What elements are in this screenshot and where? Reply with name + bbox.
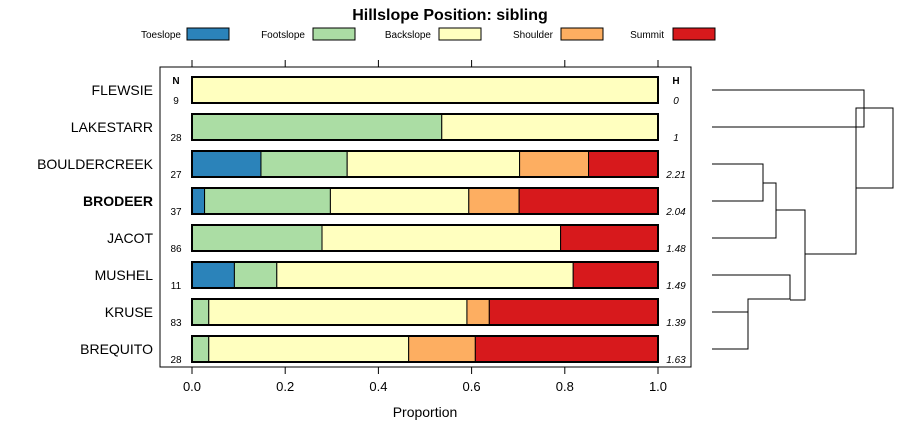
legend-swatch-shoulder [560,27,604,41]
category-label-jacot: JACOT [107,230,153,246]
n-value-jacot: 86 [170,244,182,255]
bar-lakestarr-backslope [441,113,659,141]
bar-kruse-summit [488,298,659,326]
x-tick-label: 0.6 [463,379,481,394]
bar-kruse-footslope [191,298,210,326]
plot-frame [159,66,692,368]
legend-swatch-backslope [438,27,482,41]
dendrogram-branch [712,89,865,128]
category-label-lakestarr: LAKESTARR [71,119,153,135]
bar-flewsie-backslope [191,76,659,104]
legend-label-backslope: Backslope [385,30,432,41]
bar-brodeer-shoulder [468,187,520,215]
bar-mushel-footslope [233,261,278,289]
dendrogram-branch [856,107,894,189]
bar-brequito-summit [474,335,659,363]
bar-outline-jacot [191,224,659,252]
bar-bouldercreek-summit [588,150,659,178]
bar-outline-brodeer [191,187,659,215]
bar-brequito-backslope [208,335,410,363]
bar-brodeer-toeslope [191,187,206,215]
category-label-flewsie: FLEWSIE [92,82,153,98]
x-tick-label: 0.2 [276,379,294,394]
dendrogram-branch [712,274,791,331]
bar-outline-lakestarr [191,113,659,141]
h-value-bouldercreek: 2.21 [665,170,685,181]
bar-outline-bouldercreek [191,150,659,178]
bar-brequito-footslope [191,335,210,363]
h-value-brodeer: 2.04 [665,207,686,218]
bar-jacot-footslope [191,224,323,252]
h-value-lakestarr: 1 [673,133,679,144]
dendrogram-branch [805,107,864,255]
legend-swatch-footslope [312,27,356,41]
bar-brodeer-backslope [329,187,470,215]
bar-outline-brequito [191,335,659,363]
category-label-brequito: BREQUITO [80,341,153,357]
n-value-lakestarr: 28 [170,133,182,144]
legend-swatch-toeslope [186,27,230,41]
bar-bouldercreek-toeslope [191,150,262,178]
category-label-bouldercreek: BOULDERCREEK [37,156,154,172]
x-tick-label: 1.0 [649,379,667,394]
x-tick-label: 0.4 [369,379,387,394]
x-axis-title: Proportion [393,404,458,420]
bar-outline-flewsie [191,76,659,104]
bar-group [191,76,659,363]
category-label-mushel: MUSHEL [95,267,154,283]
bar-kruse-backslope [208,298,468,326]
x-tick-label: 0.8 [556,379,574,394]
legend-label-footslope: Footslope [261,30,305,41]
h-column-header: H [672,76,679,87]
legend-swatch-summit [672,27,716,41]
n-value-flewsie: 9 [173,96,179,107]
bar-brodeer-summit [518,187,659,215]
x-axis: 0.0 0.2 0.4 0.6 0.8 1.0 [183,60,667,394]
legend-label-shoulder: Shoulder [513,30,554,41]
h-value-mushel: 1.49 [666,281,686,292]
bar-kruse-shoulder [466,298,490,326]
x-tick-label: 0.0 [183,379,201,394]
dendrogram-branch [712,163,764,202]
bar-brequito-shoulder [408,335,476,363]
bar-bouldercreek-shoulder [519,150,590,178]
h-value-jacot: 1.48 [666,244,686,255]
legend-label-summit: Summit [630,30,664,41]
bar-mushel-summit [572,261,659,289]
n-value-brequito: 28 [170,355,182,366]
dendrogram [712,89,894,350]
bar-outline-mushel [191,261,659,289]
category-label-brodeer: BRODEER [83,193,153,209]
dendrogram-branch [776,209,806,301]
bar-jacot-backslope [321,224,562,252]
category-label-kruse: KRUSE [105,304,153,320]
bar-bouldercreek-footslope [260,150,348,178]
h-value-kruse: 1.39 [666,318,686,329]
n-column-header: N [172,76,179,87]
n-value-kruse: 83 [170,318,182,329]
legend-label-toeslope: Toeslope [141,30,181,41]
dendrogram-branch [712,182,777,239]
n-value-brodeer: 37 [170,207,182,218]
h-value-brequito: 1.63 [666,355,686,366]
n-value-mushel: 11 [171,281,182,292]
chart-title: Hillslope Position: sibling [352,7,548,24]
bar-brodeer-footslope [204,187,331,215]
bar-outline-kruse [191,298,659,326]
bar-mushel-toeslope [191,261,235,289]
bar-bouldercreek-backslope [346,150,521,178]
h-value-flewsie: 0 [673,96,679,107]
bar-jacot-summit [560,224,659,252]
bar-lakestarr-footslope [191,113,443,141]
legend: Toeslope Footslope Backslope Shoulder Summit [141,27,716,41]
n-value-bouldercreek: 27 [170,170,182,181]
category-labels: FLEWSIE 9 0 LAKESTARR 28 1 BOULDERCREEK 27 2.21 B… [37,82,686,366]
bar-mushel-backslope [276,261,574,289]
dendrogram-branch [712,311,749,350]
